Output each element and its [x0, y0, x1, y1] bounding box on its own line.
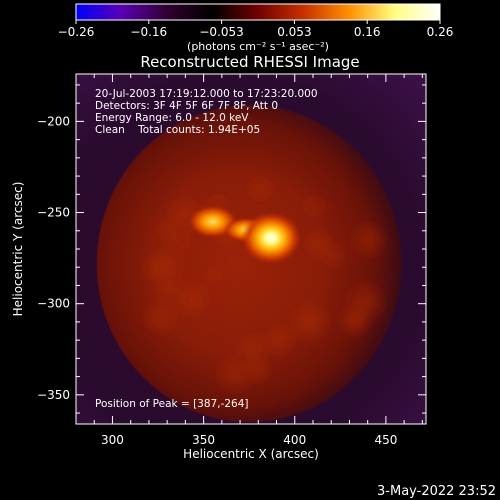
annotation-peak: Position of Peak = [387,-264]	[95, 398, 249, 410]
x-tick-label: 350	[192, 433, 215, 447]
bright-sources-layer	[188, 205, 302, 265]
texture-blob	[302, 194, 326, 217]
texture-blob	[264, 324, 296, 356]
annotation-detectors: Detectors: 3F 4F 5F 6F 7F 8F, Att 0	[95, 100, 278, 112]
colorbar-tick-label: 0.16	[354, 25, 381, 39]
x-tick-label: 450	[374, 433, 397, 447]
x-tick-labels: 300 350 400 450	[101, 433, 397, 447]
image-area	[76, 74, 426, 424]
peak-source	[241, 212, 302, 265]
colorbar-tick-label: −0.053	[199, 25, 243, 39]
annotation-energy: Energy Range: 6.0 - 12.0 keV	[95, 112, 249, 124]
texture-blob	[349, 219, 390, 260]
texture-blob	[142, 301, 177, 336]
colorbar-ticks	[75, 20, 441, 24]
colorbar: −0.26 −0.16 −0.053 0.053 0.16 0.26 (phot…	[58, 3, 454, 53]
x-axis-label: Heliocentric X (arcsec)	[183, 447, 319, 461]
colorbar-tick-label: 0.053	[277, 25, 311, 39]
texture-blob	[172, 280, 211, 319]
y-tick-labels: −200 −250 −300 −350	[37, 114, 70, 401]
texture-blob	[247, 176, 273, 202]
y-tick-label: −300	[37, 297, 70, 311]
colorbar-tick-label: −0.26	[58, 25, 95, 39]
chart-title: Reconstructed RHESSI Image	[140, 53, 359, 71]
texture-blob	[289, 300, 333, 344]
colorbar-tick-label: −0.16	[130, 25, 167, 39]
texture-blob	[145, 246, 185, 286]
source-disk-layer	[96, 105, 402, 423]
annotation-clean: Clean Total counts: 1.94E+05	[95, 124, 260, 136]
texture-blob	[237, 333, 268, 364]
x-tick-label: 400	[283, 433, 306, 447]
colorbar-unit-label: (photons cm⁻² s⁻¹ asec⁻²)	[187, 40, 329, 53]
colorbar-bar	[75, 3, 441, 21]
texture-blob	[204, 266, 222, 284]
texture-blob	[345, 310, 368, 334]
y-tick-label: −250	[37, 206, 70, 220]
texture-blob	[157, 277, 181, 301]
disk-emission	[96, 105, 402, 423]
annotation-time: 20-Jul-2003 17:19:12.000 to 17:23:20.000	[95, 88, 318, 100]
x-tick-label: 300	[101, 433, 124, 447]
y-axis-label: Heliocentric Y (arcsec)	[11, 182, 25, 317]
texture-blob	[169, 232, 190, 253]
colorbar-tick-label: 0.26	[427, 25, 454, 39]
texture-blob	[304, 229, 333, 258]
footer-date: 3-May-2022 23:52	[377, 484, 496, 499]
y-tick-label: −200	[37, 114, 70, 128]
texture-blob	[214, 353, 256, 394]
y-tick-label: −350	[37, 388, 70, 402]
axis-tick-marks	[75, 74, 426, 424]
